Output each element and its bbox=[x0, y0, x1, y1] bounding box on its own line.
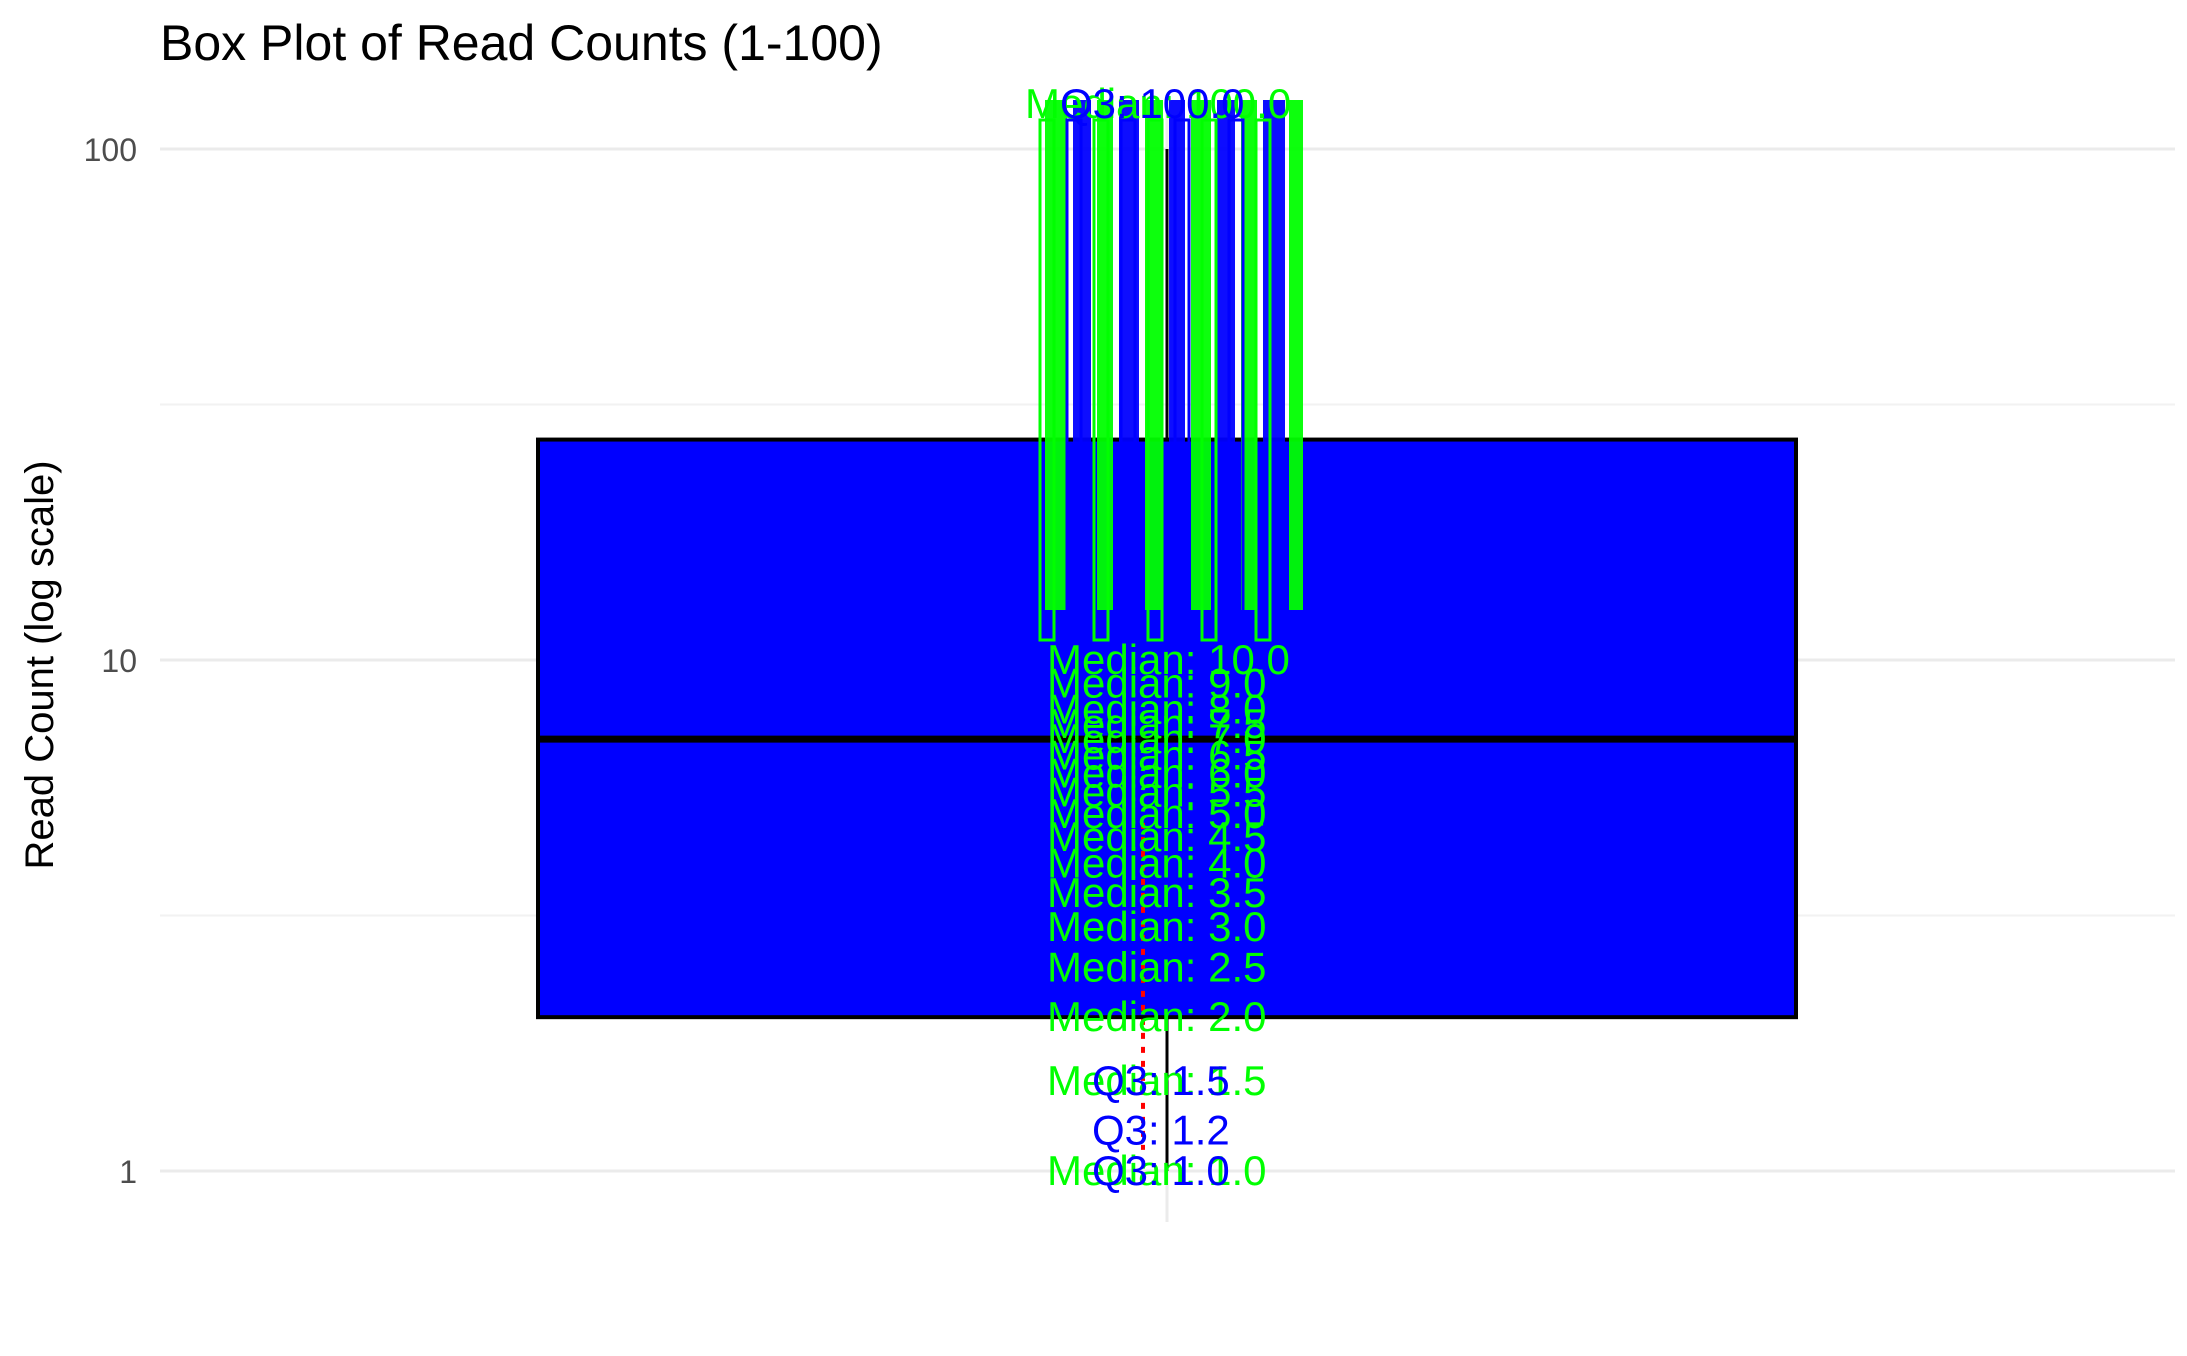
top-label-clipped: Median: 100.0 bbox=[1025, 80, 1291, 127]
median-label: Median: 2.5 bbox=[1047, 944, 1266, 991]
label-clutter-outline bbox=[1038, 118, 1056, 642]
label-clutter-outline bbox=[1119, 118, 1137, 642]
median-label: Median: 1.0 bbox=[1047, 1147, 1266, 1194]
label-clutter-column bbox=[1263, 100, 1285, 610]
label-clutter-outline bbox=[1092, 118, 1110, 642]
y-axis: 1 10 100 bbox=[84, 132, 137, 1190]
median-label: Median: 6.5 bbox=[1047, 732, 1266, 779]
label-clutter-outline bbox=[1227, 118, 1245, 642]
label-clutter-column bbox=[1241, 100, 1257, 610]
median-label: Median: 3.5 bbox=[1047, 869, 1266, 916]
box-iqr bbox=[536, 437, 1798, 1020]
y-tick-label: 1 bbox=[119, 1154, 137, 1190]
y-tick-label: 10 bbox=[101, 643, 137, 679]
median-label: Median: 4.0 bbox=[1047, 839, 1266, 886]
q3-label: Q3: 1.0 bbox=[1092, 1147, 1230, 1194]
q3-label: Q3: 1.2 bbox=[1092, 1107, 1230, 1154]
label-clutter-column bbox=[1169, 100, 1185, 610]
q3-label: Q3: 1.5 bbox=[1092, 1057, 1230, 1104]
median-label: Median: 7.5 bbox=[1047, 700, 1266, 747]
median-label: Median: 9.0 bbox=[1047, 659, 1266, 706]
median-label: Median: 7.0 bbox=[1047, 715, 1266, 762]
label-clutter-outline bbox=[1065, 118, 1083, 642]
median-label: Median: 4.5 bbox=[1047, 813, 1266, 860]
median-label: Median: 3.0 bbox=[1047, 903, 1266, 950]
median-label: Median: 1.5 bbox=[1047, 1057, 1266, 1104]
box-layer bbox=[536, 149, 1798, 1171]
label-clutter-column bbox=[1045, 100, 1067, 610]
y-axis-label: Read Count (log scale) bbox=[18, 460, 62, 869]
median-label: Median: 5.5 bbox=[1047, 769, 1266, 816]
label-clutter-outline bbox=[1173, 118, 1191, 642]
median-label: Median: 10.0 bbox=[1047, 636, 1290, 683]
top-label-clipped: Q3: 100.0 bbox=[1060, 80, 1244, 127]
label-clutter-outline bbox=[1200, 118, 1218, 642]
chart-title: Box Plot of Read Counts (1-100) bbox=[160, 15, 883, 71]
median-label: Median: 2.0 bbox=[1047, 993, 1266, 1040]
y-tick-label: 100 bbox=[84, 132, 137, 168]
median-label: Median: 8.0 bbox=[1047, 686, 1266, 733]
median-label: Median: 6.0 bbox=[1047, 749, 1266, 796]
median-label: Median: 5.0 bbox=[1047, 790, 1266, 837]
label-clutter-column bbox=[1097, 100, 1113, 610]
label-clutter-outline bbox=[1254, 118, 1272, 642]
label-clutter-column bbox=[1289, 100, 1303, 610]
label-clutter-column bbox=[1217, 100, 1235, 610]
label-clutter-outline bbox=[1146, 118, 1164, 642]
